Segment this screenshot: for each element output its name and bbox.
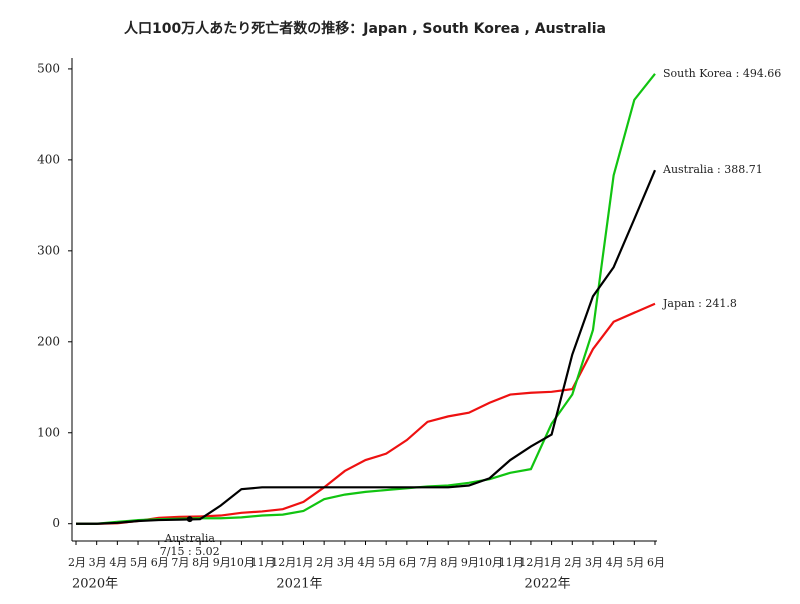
x-tick-label: 5月 (626, 556, 644, 569)
y-tick-label: 400 (37, 152, 60, 166)
x-tick-label: 11月 (251, 556, 276, 569)
y-tick-label: 0 (52, 516, 60, 530)
y-tick-label: 100 (37, 425, 60, 439)
x-tick-label: 5月 (130, 556, 148, 569)
y-tick-label: 300 (37, 243, 60, 257)
x-tick-label: 4月 (606, 556, 624, 569)
series-line (76, 302, 656, 525)
x-tick-label: 2月 (68, 556, 86, 569)
chart-title: 人口100万人あたり死亡者数の推移：Japan , South Korea , … (124, 20, 606, 37)
year-label: 2022年 (525, 577, 571, 592)
x-tick-label: 12月 (271, 556, 296, 569)
x-tick-label: 7月 (420, 556, 438, 569)
x-tick-label: 9月 (461, 556, 479, 569)
x-tick-label: 9月 (213, 556, 231, 569)
x-tick-label: 3月 (337, 556, 355, 569)
x-tick-label: 8月 (440, 556, 458, 569)
x-tick-label: 10月 (230, 556, 255, 569)
end-label: Australia : 388.71 (662, 163, 763, 176)
series-line (76, 169, 657, 525)
x-tick-label: 6月 (151, 556, 169, 569)
annotation-label: Australia (163, 532, 215, 545)
x-tick-label: 6月 (399, 556, 417, 569)
y-tick-label: 500 (37, 61, 60, 75)
x-tick-label: 1月 (544, 556, 562, 569)
x-tick-label: 4月 (109, 556, 127, 569)
year-label: 2021年 (276, 577, 322, 592)
end-label: South Korea : 494.66 (663, 67, 781, 80)
x-tick-label: 6月 (647, 556, 665, 569)
year-label: 2020年 (72, 577, 118, 592)
end-label: Japan : 241.8 (662, 297, 737, 310)
series-line (76, 73, 656, 525)
x-tick-label: 8月 (192, 556, 210, 569)
x-tick-label: 2月 (316, 556, 334, 569)
x-tick-label: 5月 (378, 556, 396, 569)
x-tick-label: 12月 (519, 556, 544, 569)
annotation-label: 7/15 : 5.02 (160, 545, 220, 558)
x-tick-label: 3月 (585, 556, 603, 569)
y-tick-label: 200 (37, 334, 60, 348)
x-tick-label: 2月 (564, 556, 582, 569)
x-tick-label: 10月 (478, 556, 503, 569)
x-tick-label: 1月 (295, 556, 313, 569)
annotation-point (186, 516, 193, 523)
x-tick-label: 3月 (89, 556, 107, 569)
x-tick-label: 7月 (171, 556, 189, 569)
x-tick-label: 11月 (499, 556, 524, 569)
x-tick-label: 4月 (358, 556, 376, 569)
